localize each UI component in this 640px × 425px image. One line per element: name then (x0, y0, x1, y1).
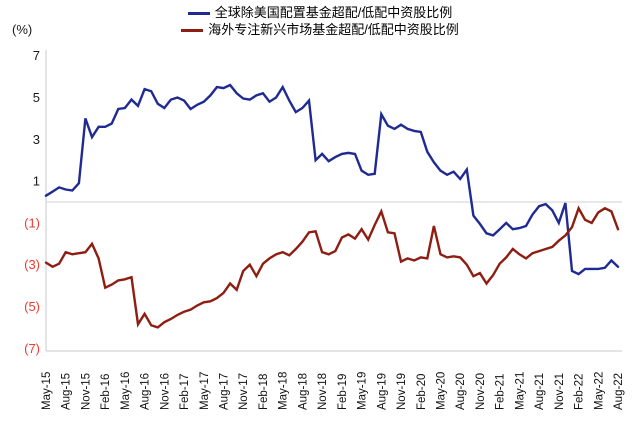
y-tick-label: (1) (24, 215, 40, 230)
x-tick-label: May-20 (435, 372, 447, 410)
x-tick-label: Nov-18 (317, 373, 329, 410)
legend-item-em-focused: 海外专注新兴市场基金超配/低配中资股比例 (181, 22, 459, 38)
x-tick-label: Nov-20 (475, 373, 487, 410)
y-axis-unit-label: (%) (12, 22, 33, 37)
x-tick-label: Aug-16 (140, 373, 152, 410)
x-tick-label: Nov-15 (80, 373, 92, 410)
x-tick-label: May-19 (357, 372, 369, 410)
x-tick-label: Feb-21 (495, 374, 507, 410)
legend-label: 全球除美国配置基金超配/低配中资股比例 (214, 5, 453, 20)
y-tick-label: 5 (33, 90, 40, 105)
x-tick-label: May-22 (593, 372, 605, 410)
x-tick-label: Feb-19 (337, 374, 349, 410)
x-tick-label: May-15 (41, 372, 53, 410)
x-tick-label: May-21 (514, 372, 526, 410)
legend-label: 海外专注新兴市场基金超配/低配中资股比例 (208, 22, 459, 37)
x-tick-label: Aug-20 (455, 373, 467, 410)
x-tick-label: May-16 (120, 372, 132, 410)
x-tick-label: Aug-18 (297, 373, 309, 410)
y-tick-label: 7 (33, 48, 40, 63)
x-tick-label: Aug-15 (61, 373, 73, 410)
y-tick-label: (7) (24, 341, 40, 356)
x-tick-label: Nov-19 (396, 373, 408, 410)
legend-item-global-ex-us: 全球除美国配置基金超配/低配中资股比例 (187, 5, 453, 21)
legend-line-swatch-red (181, 28, 204, 32)
legend-line-swatch-blue (187, 11, 210, 15)
y-tick-label: (5) (24, 299, 40, 314)
x-tick-label: Nov-21 (554, 373, 566, 410)
series-line-global-ex-us-funds (44, 83, 620, 276)
y-tick-label: 1 (33, 174, 40, 189)
x-tick-label: Feb-16 (100, 374, 112, 410)
x-tick-label: Nov-17 (238, 373, 250, 410)
chart-legend: 全球除美国配置基金超配/低配中资股比例 海外专注新兴市场基金超配/低配中资股比例 (0, 5, 640, 38)
x-tick-label: Nov-16 (159, 373, 171, 410)
y-tick-label: 3 (33, 132, 40, 147)
x-tick-label: May-17 (199, 372, 211, 410)
x-tick-label: May-18 (278, 372, 290, 410)
x-tick-label: Aug-19 (376, 373, 388, 410)
x-tick-label: Feb-22 (574, 374, 586, 410)
x-tick-label: Feb-18 (258, 374, 270, 410)
x-tick-label: Aug-22 (613, 373, 625, 410)
x-tick-label: Aug-17 (219, 373, 231, 410)
x-tick-label: Feb-17 (179, 374, 191, 410)
x-tick-label: Aug-21 (534, 373, 546, 410)
y-tick-label: (3) (24, 257, 40, 272)
series-line-em-focused-funds (44, 205, 620, 329)
x-tick-label: Feb-20 (416, 374, 428, 410)
